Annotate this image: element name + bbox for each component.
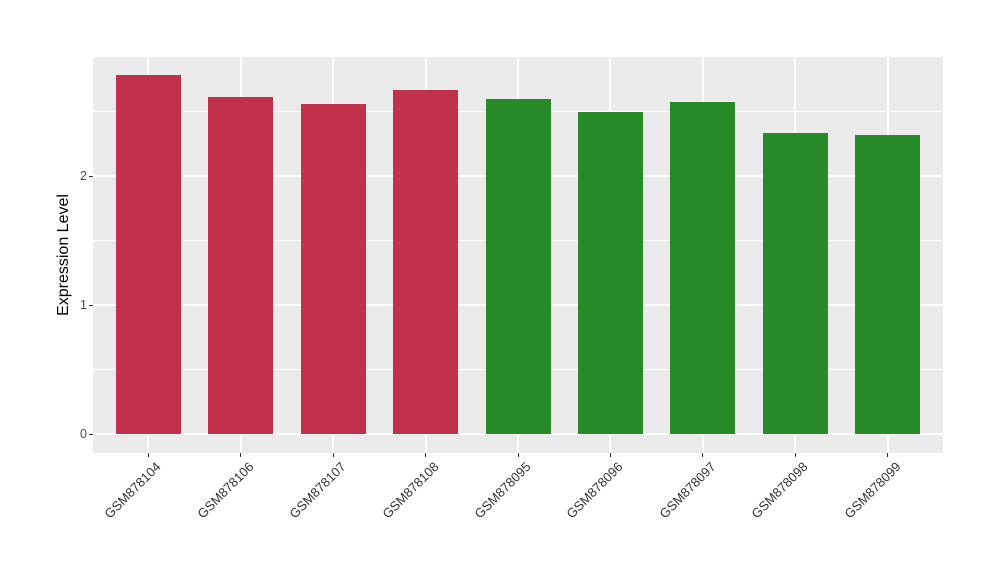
plot-panel bbox=[93, 57, 943, 453]
x-tick-label-GSM878095: GSM878095 bbox=[471, 459, 534, 522]
x-tick-GSM878106 bbox=[240, 453, 242, 457]
y-tick-1 bbox=[89, 304, 93, 306]
x-tick-label-GSM878104: GSM878104 bbox=[101, 459, 165, 522]
bar-GSM878108 bbox=[393, 89, 459, 434]
x-tick-GSM878097 bbox=[702, 453, 704, 457]
x-tick-label-GSM878106: GSM878106 bbox=[194, 459, 257, 522]
y-tick-label-0: 0 bbox=[80, 427, 87, 441]
x-tick-label-GSM878096: GSM878096 bbox=[563, 459, 627, 522]
y-tick-label-1: 1 bbox=[80, 298, 87, 312]
bar-GSM878097 bbox=[670, 102, 736, 434]
bar-GSM878107 bbox=[300, 103, 366, 434]
bar-GSM878095 bbox=[485, 98, 551, 434]
bar-GSM878096 bbox=[577, 111, 643, 434]
x-tick-GSM878108 bbox=[425, 453, 427, 457]
x-tick-GSM878096 bbox=[609, 453, 611, 457]
bar-GSM878106 bbox=[208, 97, 274, 434]
x-tick-GSM878104 bbox=[147, 453, 149, 457]
x-tick-GSM878098 bbox=[794, 453, 796, 457]
y-tick-2 bbox=[89, 175, 93, 177]
bar-GSM878099 bbox=[855, 134, 921, 434]
x-tick-GSM878107 bbox=[332, 453, 334, 457]
x-tick-GSM878099 bbox=[887, 453, 889, 457]
bar-GSM878104 bbox=[115, 75, 181, 434]
bar-GSM878098 bbox=[762, 133, 828, 434]
y-tick-label-2: 2 bbox=[80, 169, 87, 183]
x-tick-GSM878095 bbox=[517, 453, 519, 457]
x-tick-label-GSM878107: GSM878107 bbox=[286, 459, 349, 522]
y-tick-0 bbox=[89, 433, 93, 435]
y-axis-title: Expression Level bbox=[55, 194, 72, 316]
x-tick-label-GSM878099: GSM878099 bbox=[840, 459, 904, 522]
x-tick-label-GSM878098: GSM878098 bbox=[748, 459, 811, 522]
x-tick-label-GSM878097: GSM878097 bbox=[656, 459, 719, 522]
x-tick-label-GSM878108: GSM878108 bbox=[378, 459, 442, 522]
